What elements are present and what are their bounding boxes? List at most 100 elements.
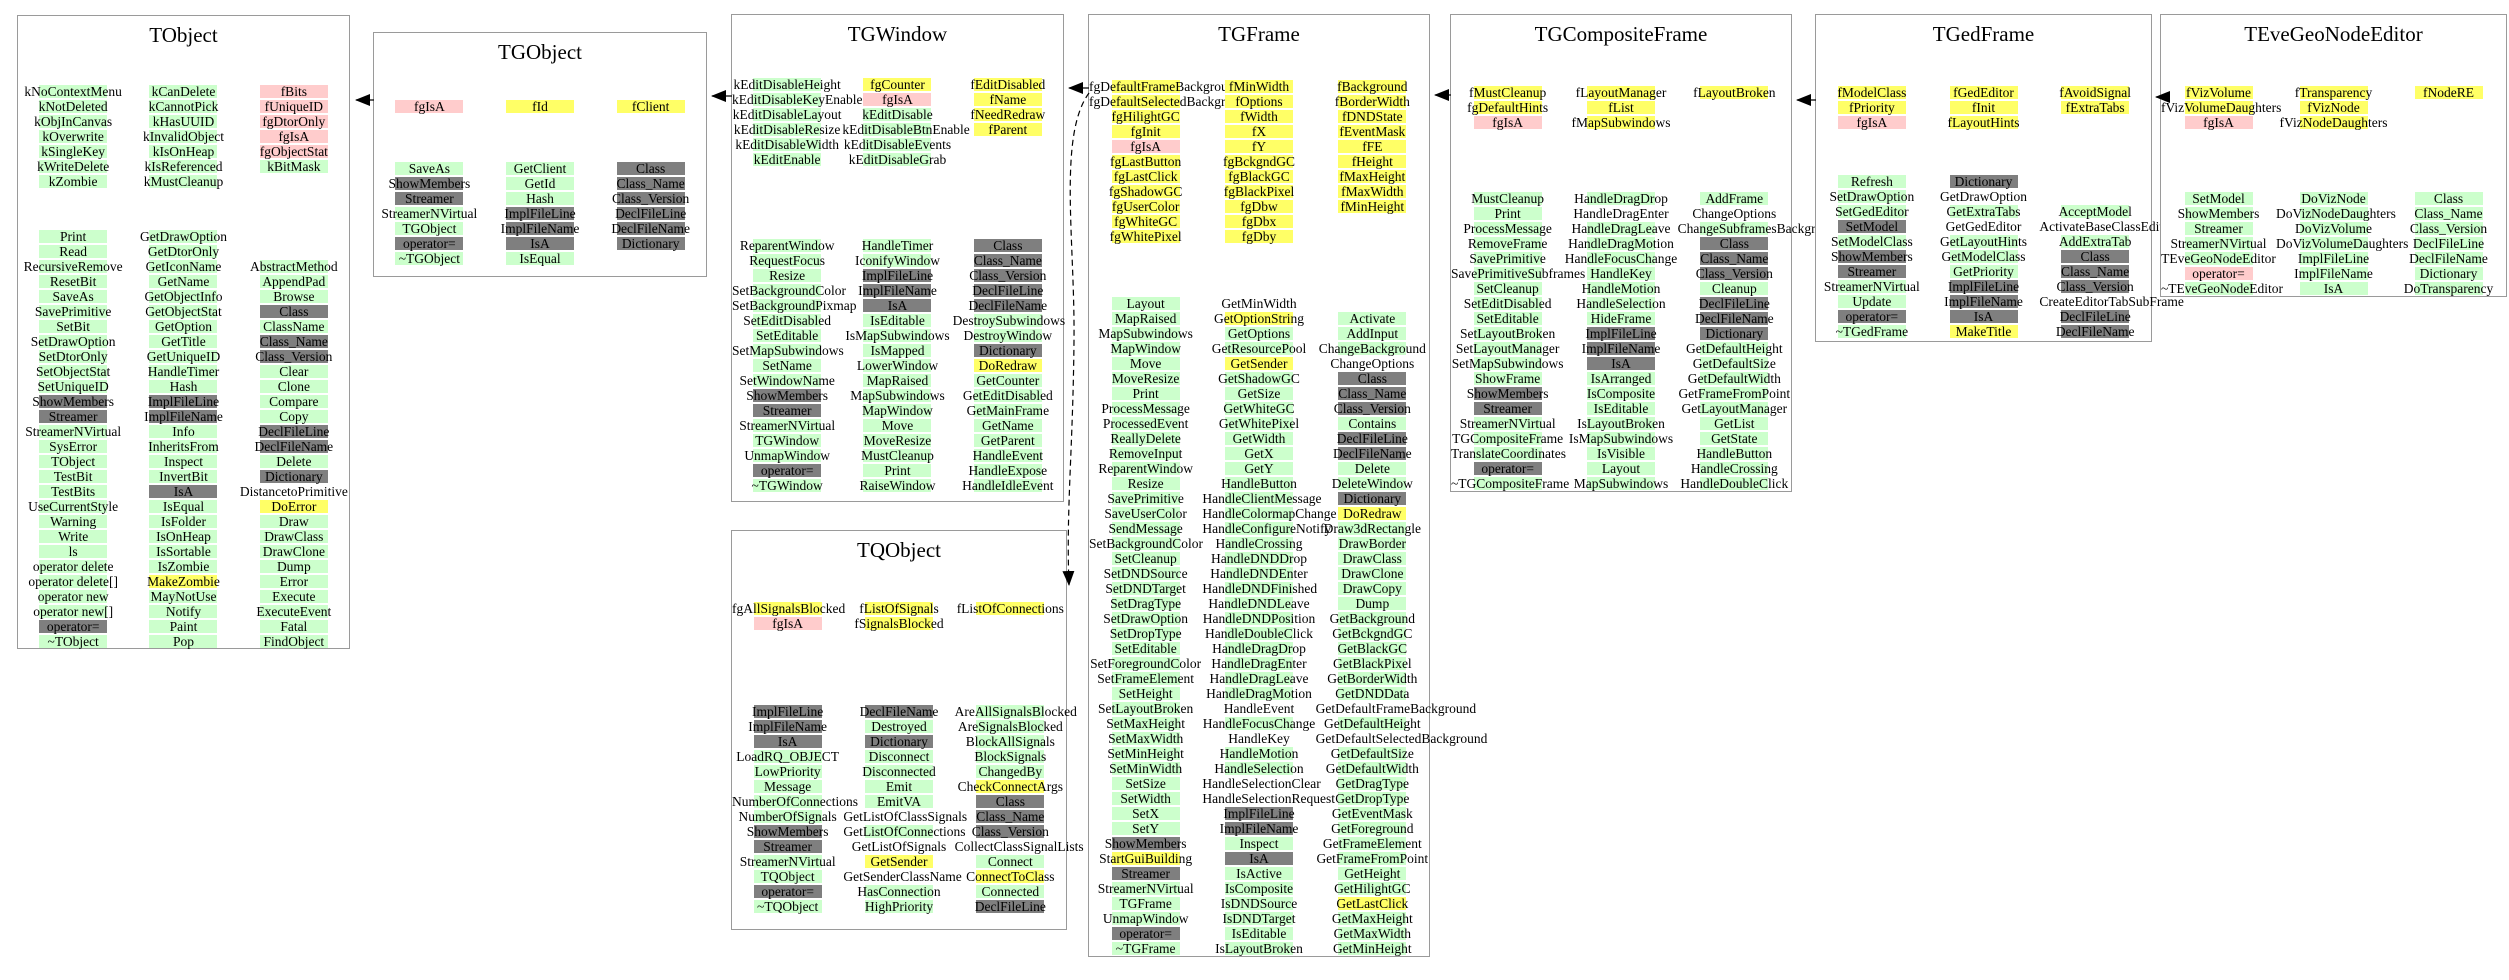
- member-item[interactable]: GetFrameFromPoint: [1316, 851, 1429, 866]
- member-item[interactable]: GetExtraTabs: [1928, 204, 2040, 219]
- member-item[interactable]: Class_Name: [1316, 386, 1429, 401]
- member-item[interactable]: Delete: [1316, 461, 1429, 476]
- member-item[interactable]: Inspect: [1202, 836, 1315, 851]
- member-item[interactable]: DoTransparency: [2391, 281, 2506, 296]
- member-item[interactable]: kZombie: [18, 174, 128, 189]
- member-item[interactable]: ExecuteEvent: [239, 604, 349, 619]
- member-item[interactable]: StreamerNVirtual: [374, 206, 485, 221]
- member-item[interactable]: HandleTimer: [842, 238, 952, 253]
- member-item[interactable]: MoveResize: [842, 433, 952, 448]
- member-item[interactable]: DrawClass: [1316, 551, 1429, 566]
- member-item[interactable]: ~TEveGeoNodeEditor: [2161, 281, 2283, 296]
- member-item[interactable]: Class_Name: [955, 809, 1066, 824]
- member-item[interactable]: SetCleanup: [1451, 281, 1564, 296]
- member-item[interactable]: DestroyWindow: [953, 328, 1063, 343]
- member-item[interactable]: Class: [595, 161, 706, 176]
- member-item[interactable]: RaiseWindow: [842, 478, 952, 493]
- member-item[interactable]: DoVizVolumeDaughters: [2276, 236, 2408, 251]
- member-item[interactable]: GetFrameFromPoint: [1678, 386, 1791, 401]
- member-item[interactable]: fgIsA: [1089, 139, 1202, 154]
- member-item[interactable]: ShowMembers: [732, 824, 843, 839]
- member-item[interactable]: GetWidth: [1202, 431, 1315, 446]
- member-item[interactable]: fLayoutManager: [1564, 85, 1677, 100]
- member-item[interactable]: HandleCrossing: [1678, 461, 1791, 476]
- member-item[interactable]: DeclFileLine: [595, 206, 706, 221]
- member-item[interactable]: IsLayoutBroken: [1202, 941, 1315, 956]
- member-item[interactable]: Class: [1316, 371, 1429, 386]
- member-item[interactable]: HandleColormapChange: [1202, 506, 1336, 521]
- member-item[interactable]: kBitMask: [239, 159, 349, 174]
- member-item[interactable]: HandleClientMessage: [1202, 491, 1321, 506]
- member-item[interactable]: Copy: [239, 409, 349, 424]
- member-item[interactable]: SetMaxHeight: [1089, 716, 1202, 731]
- member-item[interactable]: Dictionary: [843, 734, 954, 749]
- member-item[interactable]: GetName: [128, 274, 238, 289]
- member-item[interactable]: Hash: [128, 379, 238, 394]
- member-item[interactable]: SetGedEditor: [1816, 204, 1928, 219]
- member-item[interactable]: SetEditable: [1451, 311, 1564, 326]
- member-item[interactable]: Dictionary: [953, 343, 1063, 358]
- member-item[interactable]: SetDrawOption: [1089, 611, 1202, 626]
- member-item[interactable]: ActivateBaseClassEditors: [2039, 219, 2179, 234]
- member-item[interactable]: fDNDState: [1316, 109, 1429, 124]
- member-item[interactable]: SetDropType: [1089, 626, 1202, 641]
- member-item[interactable]: Class_Name: [2391, 206, 2506, 221]
- member-item[interactable]: Cleanup: [1678, 281, 1791, 296]
- member-item[interactable]: SetDNDSource: [1089, 566, 1202, 581]
- member-item[interactable]: SetName: [732, 358, 842, 373]
- member-item[interactable]: Streamer: [1089, 866, 1202, 881]
- member-item[interactable]: Streamer: [732, 839, 843, 854]
- member-item[interactable]: HandleEvent: [953, 448, 1063, 463]
- member-item[interactable]: SetLayoutBroken: [1089, 701, 1202, 716]
- member-item[interactable]: operator=: [1816, 309, 1928, 324]
- member-item[interactable]: Connect: [955, 854, 1066, 869]
- member-item[interactable]: GetBorderWidth: [1316, 671, 1429, 686]
- member-item[interactable]: fLayoutBroken: [1678, 85, 1791, 100]
- member-item[interactable]: kIsReferenced: [128, 159, 238, 174]
- member-item[interactable]: HasConnection: [843, 884, 954, 899]
- member-item[interactable]: ChangeBackground: [1316, 341, 1429, 356]
- member-item[interactable]: SetX: [1089, 806, 1202, 821]
- member-item[interactable]: kEditDisableResize: [732, 122, 842, 137]
- member-item[interactable]: IsEditable: [1564, 401, 1677, 416]
- member-item[interactable]: ProcessMessage: [1451, 221, 1564, 236]
- member-item[interactable]: operator delete[]: [18, 574, 128, 589]
- member-item[interactable]: HandleConfigureNotify: [1202, 521, 1331, 536]
- member-item[interactable]: ImplFileLine: [2276, 251, 2391, 266]
- member-item[interactable]: SetSize: [1089, 776, 1202, 791]
- member-item[interactable]: DeclFileName: [595, 221, 706, 236]
- member-item[interactable]: GetLastClick: [1316, 896, 1429, 911]
- member-item[interactable]: GetResourcePool: [1202, 341, 1315, 356]
- member-item[interactable]: fgUserColor: [1089, 199, 1202, 214]
- member-item[interactable]: NumberOfConnections: [732, 794, 858, 809]
- member-item[interactable]: DeclFileLine: [1678, 296, 1791, 311]
- member-item[interactable]: Fatal: [239, 619, 349, 634]
- member-item[interactable]: ChangeOptions: [1316, 356, 1429, 371]
- member-item[interactable]: Class_Version: [955, 824, 1066, 839]
- member-item[interactable]: GetWhitePixel: [1202, 416, 1315, 431]
- member-item[interactable]: ClassName: [239, 319, 349, 334]
- member-item[interactable]: IsA: [1928, 309, 2040, 324]
- member-item[interactable]: fgLastButton: [1089, 154, 1202, 169]
- member-item[interactable]: HandleMotion: [1202, 746, 1315, 761]
- member-item[interactable]: IconifyWindow: [842, 253, 952, 268]
- member-item[interactable]: fMaxWidth: [1316, 184, 1429, 199]
- member-item[interactable]: GetBckgndGC: [1316, 626, 1429, 641]
- member-item[interactable]: DeclFileName: [1316, 446, 1429, 461]
- member-item[interactable]: DeleteWindow: [1316, 476, 1429, 491]
- member-item[interactable]: SetWindowName: [732, 373, 842, 388]
- member-item[interactable]: HandleSelection: [1202, 761, 1315, 776]
- member-item[interactable]: AreAllSignalsBlocked: [955, 704, 1077, 719]
- member-item[interactable]: ~TGWindow: [732, 478, 842, 493]
- member-item[interactable]: ShowMembers: [18, 394, 128, 409]
- member-item[interactable]: MapSubwindows: [842, 388, 952, 403]
- member-item[interactable]: IsA: [128, 484, 238, 499]
- member-item[interactable]: SetLayoutBroken: [1451, 326, 1564, 341]
- member-item[interactable]: HandleDNDDrop: [1202, 551, 1315, 566]
- member-item[interactable]: fFE: [1316, 139, 1429, 154]
- member-item[interactable]: fSignalsBlocked: [843, 616, 954, 631]
- member-item[interactable]: MoveResize: [1089, 371, 1202, 386]
- member-item[interactable]: operator=: [732, 463, 842, 478]
- member-item[interactable]: Print: [18, 229, 128, 244]
- member-item[interactable]: IsArranged: [1564, 371, 1677, 386]
